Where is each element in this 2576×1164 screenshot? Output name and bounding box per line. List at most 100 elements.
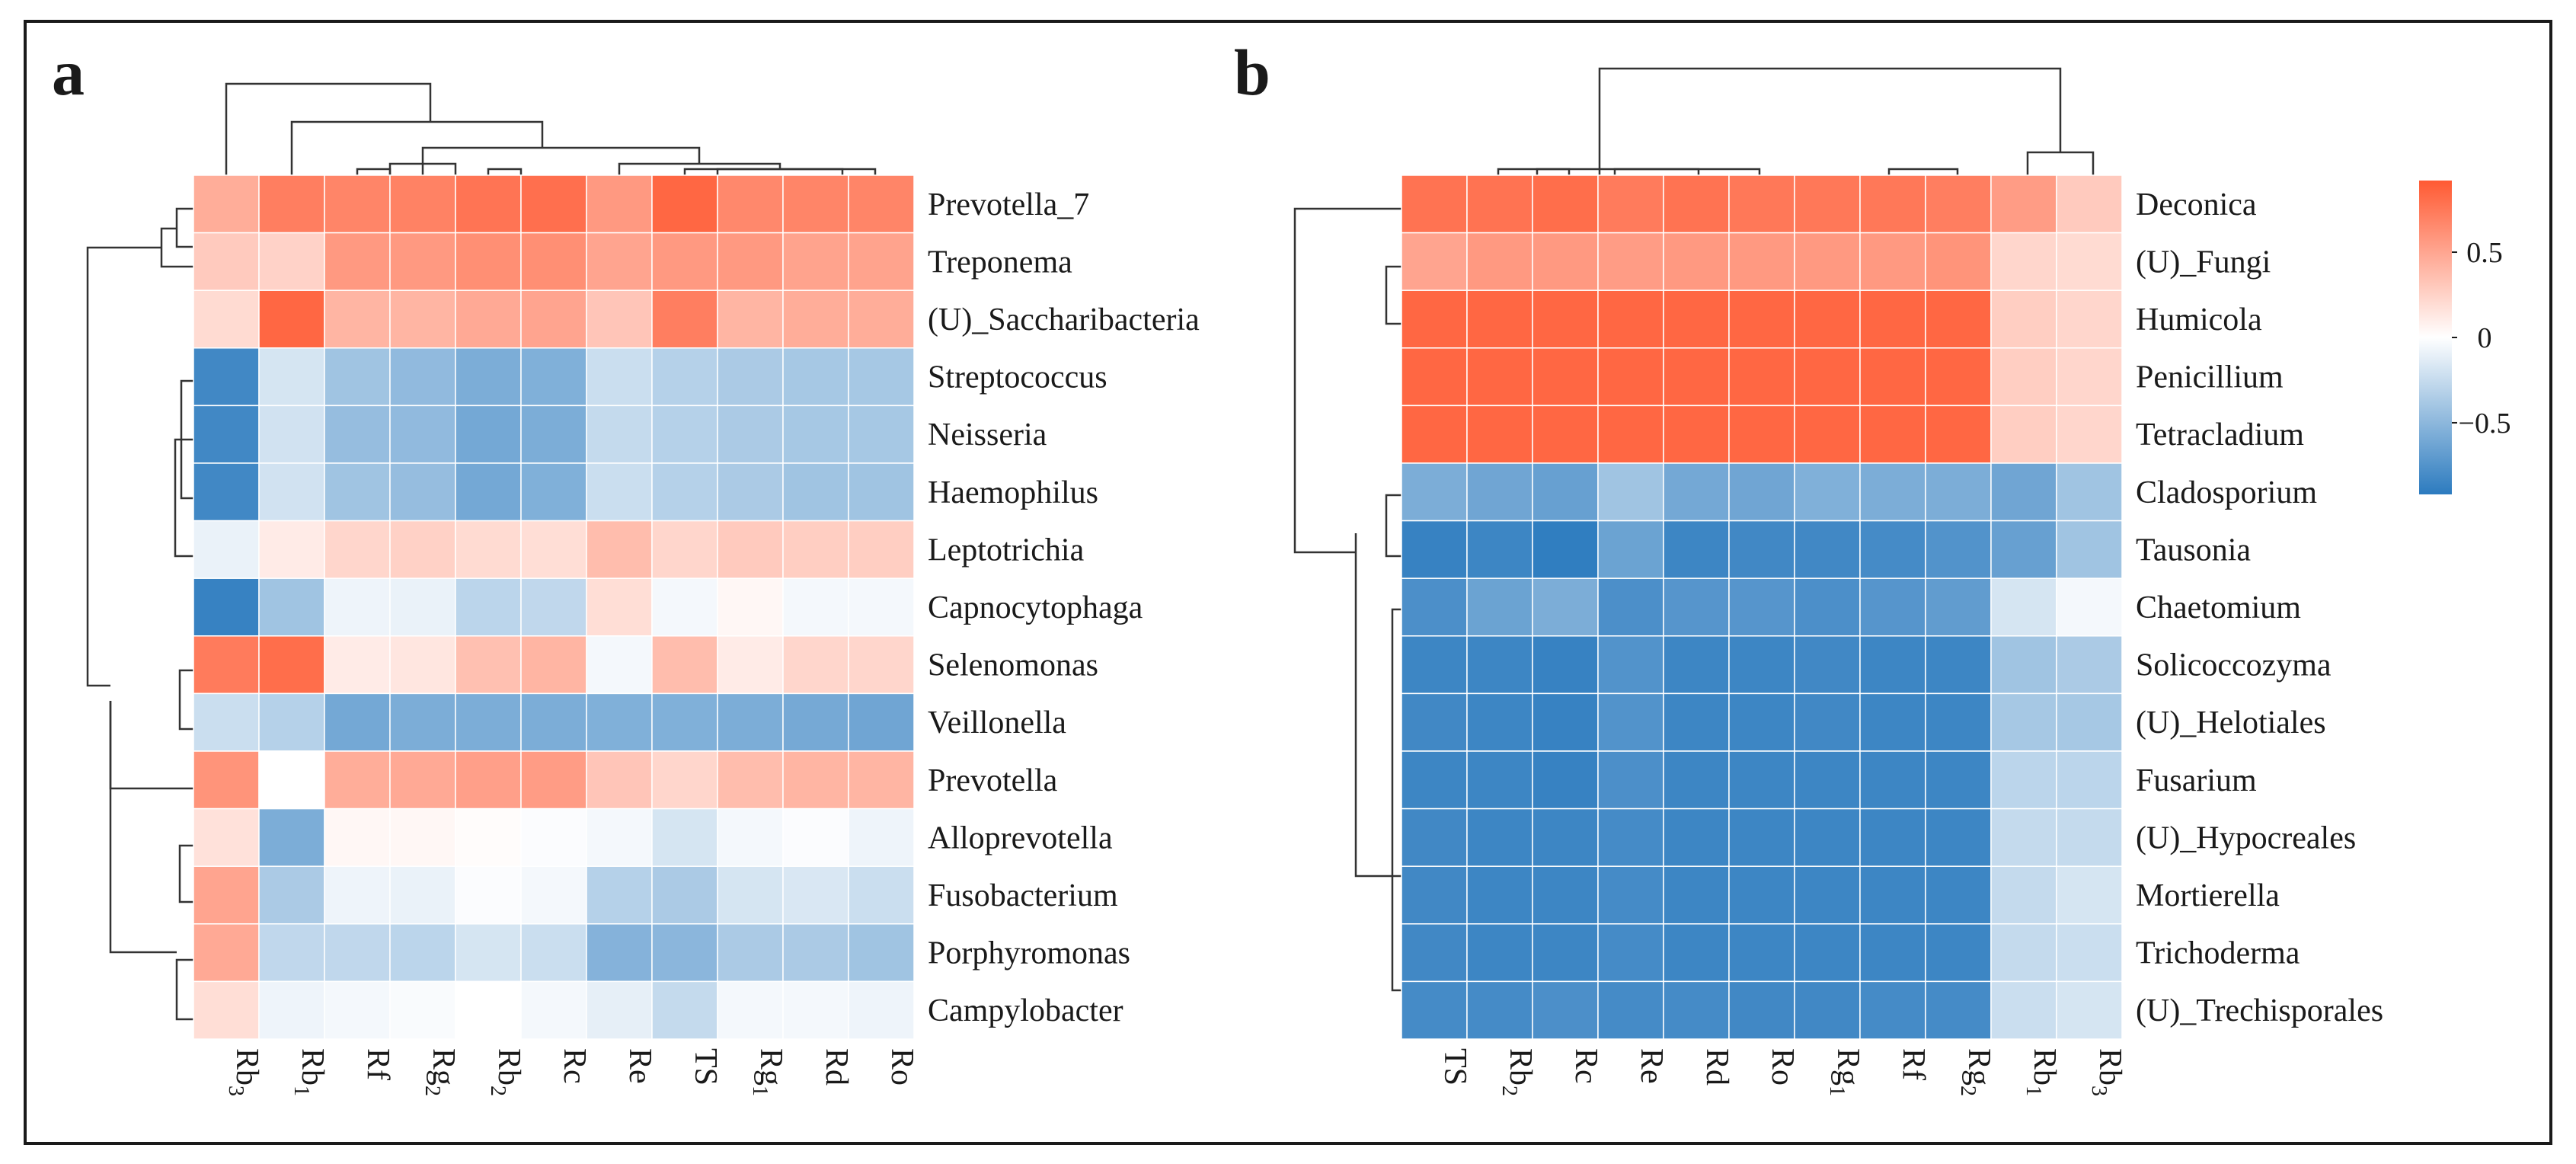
heatmap-b-row-label: Trichoderma [2136,936,2300,971]
heatmap-a-cell [455,750,522,810]
heatmap-b-cell [1728,692,1795,752]
heatmap-b-cell [1990,462,2057,522]
heatmap-b-column-label: TS [1437,1048,1472,1086]
heatmap-b-cell [1597,865,1664,925]
heatmap-a-cell [848,923,915,983]
heatmap-b-cell [1794,232,1861,291]
heatmap-b-cell [1859,232,1926,291]
heatmap-b-cell [1925,923,1992,983]
heatmap-b-cell [1663,289,1730,349]
heatmap-b-cell [2056,865,2123,925]
heatmap-b-row-label: (U)_Trechisporales [2136,993,2383,1028]
heatmap-a-cell [848,980,915,1040]
heatmap-b-cell [1597,980,1664,1040]
heatmap-a-cell [586,347,653,407]
heatmap-b-cell [1990,635,2057,695]
heatmap-a-cell [717,807,784,867]
heatmap-a-column-label: Rb1 [289,1048,330,1096]
heatmap-b-cell [1401,807,1468,867]
heatmap-b-cell [1990,174,2057,234]
heatmap-b-cell [1794,174,1861,234]
heatmap-a-cell [258,405,325,464]
heatmap-a-cell [258,750,325,810]
heatmap-a-cell [782,174,849,234]
heatmap-b-cell [1794,405,1861,464]
heatmap-b-row-label: Penicillium [2136,360,2284,395]
heatmap-b-row-label: (U)_Helotiales [2136,705,2326,740]
heatmap-a-cell [651,289,718,349]
heatmap-b-cell [1466,289,1533,349]
heatmap-a-cell [848,635,915,695]
heatmap-a-cell [389,577,456,637]
panel-a-label: a [52,36,85,109]
heatmap-b-cell [1728,520,1795,579]
heatmap-b-cell [1859,577,1926,637]
colorbar-gradient [2419,181,2452,494]
heatmap-a-row-label: Prevotella_7 [928,187,1089,222]
heatmap-b-cell [1401,635,1468,695]
colorbar-tick-label: 0 [2478,322,2492,354]
heatmap-b-cell [1597,462,1664,522]
heatmap-b-cell [1597,692,1664,752]
heatmap-b-cell [1466,520,1533,579]
heatmap-a-cell [717,750,784,810]
heatmap-b-cell [1794,635,1861,695]
heatmap-b-cell [1532,577,1599,637]
heatmap-b-cell [1728,232,1795,291]
heatmap-a-cell [193,750,260,810]
heatmap-a-row-labels: Prevotella_7 Treponema (U)_Saccharibacteri… [928,187,1200,1028]
heatmap-b-cell [2056,405,2123,464]
heatmap-a-cell [782,635,849,695]
heatmap-a-cell [520,577,587,637]
heatmap-a-cell [324,980,391,1040]
heatmap-b-cell [1532,750,1599,810]
heatmap-a-cell [193,692,260,752]
heatmap-a-cell [586,520,653,579]
heatmap-a-column-label: Re [622,1048,657,1084]
heatmap-a-cell [389,405,456,464]
heatmap-a-row-label: Veillonella [928,705,1066,740]
heatmap-a-cell [389,635,456,695]
heatmap-a-cell [651,174,718,234]
heatmap-a-column-label: Rc [557,1048,592,1084]
heatmap-a-cell [324,750,391,810]
heatmap-b-cell [1401,865,1468,925]
heatmap-b-cell [2056,174,2123,234]
heatmap-a-cell [193,923,260,983]
heatmap-a-cell [651,923,718,983]
heatmap-a-cell [455,520,522,579]
heatmap-b-column-label: Rb2 [1497,1048,1538,1096]
heatmap-b-cell [1663,980,1730,1040]
heatmap-b-cell [1990,807,2057,867]
heatmap-a-cell [848,462,915,522]
heatmap-a-cell [586,750,653,810]
heatmap-a-cell [717,462,784,522]
heatmap-a-cell [520,347,587,407]
heatmap-b-cell [1859,174,1926,234]
heatmap-b-row-label: Chaetomium [2136,590,2301,625]
heatmap-a-cell [520,520,587,579]
heatmap-b-cell [1401,405,1468,464]
heatmap-a-cell [193,289,260,349]
heatmap-a-cell [848,405,915,464]
heatmap-a-cell [651,635,718,695]
heatmap-b-cell [1597,923,1664,983]
heatmap-b-cell [1794,289,1861,349]
heatmap-a-cell [389,692,456,752]
heatmap-a-cell [782,405,849,464]
heatmap-b-cell [1794,980,1861,1040]
heatmap-a-cell [258,923,325,983]
heatmap-a-cell [389,174,456,234]
heatmap-b-cell [1859,807,1926,867]
panel-b-label: b [1234,36,1270,109]
heatmap-b-cell [1663,577,1730,637]
heatmap-b-cell [1925,865,1992,925]
heatmap-a-cell [848,865,915,925]
heatmap-b-cell [1663,174,1730,234]
heatmap-b-column-label: Ro [1765,1048,1800,1086]
heatmap-b-row-label: Tetracladium [2136,417,2304,452]
heatmap-b-cell [1466,865,1533,925]
heatmap-b-cell [1990,520,2057,579]
heatmap-b-row-labels: Deconica (U)_Fungi Humicola Penicillium Tetr… [2136,187,2383,1028]
heatmap-a-cell [520,174,587,234]
